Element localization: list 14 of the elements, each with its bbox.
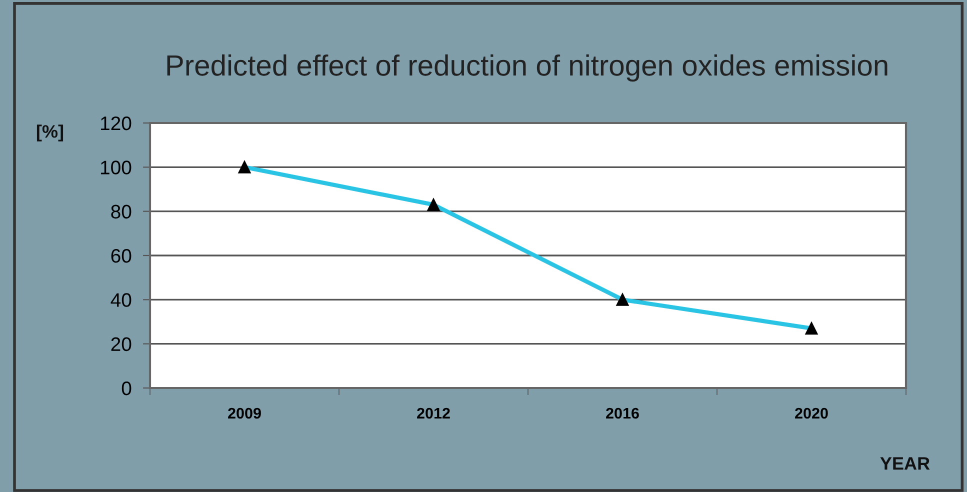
x-tick-label: 2012 — [417, 408, 450, 419]
y-tick-label: 0 — [122, 381, 132, 396]
y-tick-label: 20 — [111, 337, 132, 352]
x-tick-label: 2020 — [795, 408, 828, 419]
y-tick-label: 80 — [111, 204, 132, 219]
y-tick-label: 100 — [100, 160, 132, 174]
y-tick-label: 60 — [111, 248, 132, 263]
chart-title: Predicted effect of reduction of nitrogen oxides emission — [167, 54, 888, 82]
y-tick-label: 40 — [110, 293, 132, 307]
y-axis-title: [%] — [36, 124, 64, 142]
x-axis-title: YEAR — [880, 457, 930, 470]
y-tick-label: 120 — [100, 116, 132, 130]
x-tick-label: 2016 — [606, 408, 639, 419]
x-tick-label: 2009 — [228, 408, 261, 419]
